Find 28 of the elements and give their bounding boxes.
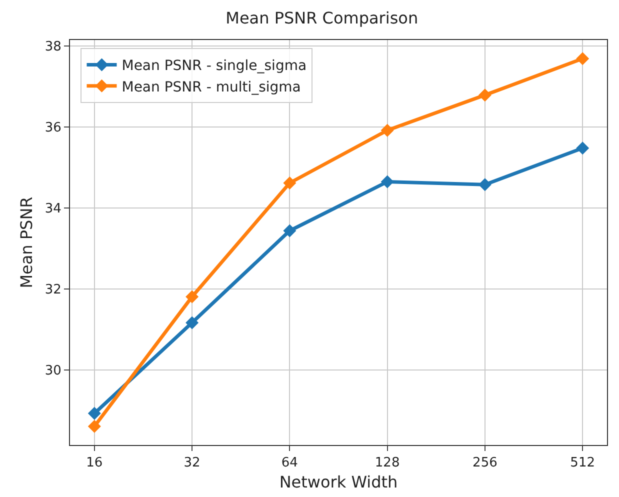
y-tick-label: 36: [44, 120, 62, 136]
point: [283, 224, 296, 238]
point: [380, 175, 394, 188]
point: [380, 124, 394, 137]
point: [186, 316, 199, 330]
legend-label: Mean PSNR - multi_sigma: [122, 79, 301, 96]
legend-label: Mean PSNR - single_sigma: [122, 58, 307, 74]
y-tick-label: 30: [44, 364, 62, 379]
y-tick-label: 38: [44, 40, 62, 55]
x-axis-title: Network Width: [279, 472, 398, 492]
y-tick-label: 34: [44, 202, 62, 217]
point: [576, 52, 590, 66]
y-tick-label: 32: [44, 282, 62, 298]
x-tick-label: 64: [281, 456, 298, 471]
point: [478, 178, 492, 192]
chart-title: Mean PSNR Comparison: [226, 8, 418, 28]
point: [478, 88, 492, 102]
y-axis-title: Mean PSNR: [16, 196, 36, 288]
x-tick-label: 16: [86, 456, 103, 471]
point: [88, 406, 101, 420]
x-tick-label: 512: [570, 456, 596, 471]
x-tick-label: 256: [472, 456, 498, 471]
x-tick-label: 32: [184, 456, 200, 471]
point: [576, 142, 590, 155]
point: [88, 420, 101, 433]
point: [186, 290, 199, 304]
x-tick-label: 128: [374, 456, 400, 471]
point: [283, 176, 296, 190]
